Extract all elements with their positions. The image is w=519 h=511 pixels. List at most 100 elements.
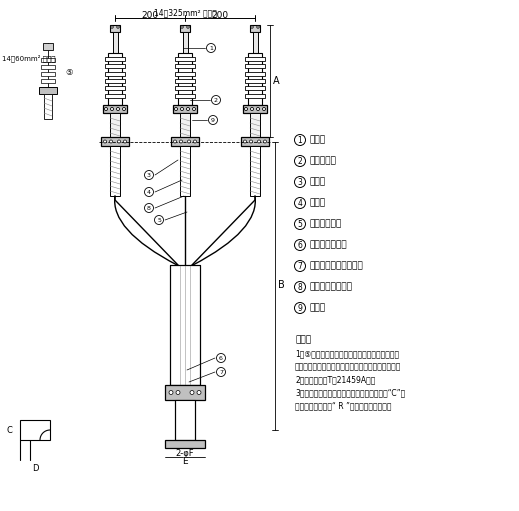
Text: 7: 7 — [297, 262, 303, 270]
Text: 3）端子の仕様は、型番末尾に圧縮形の場合“C”、: 3）端子の仕様は、型番末尾に圧縮形の場合“C”、 — [295, 388, 405, 398]
Bar — [103, 105, 127, 113]
Bar — [243, 105, 267, 113]
Bar — [250, 25, 260, 32]
Text: 14～60mm² 圧縮形: 14～60mm² 圧縮形 — [2, 54, 56, 62]
Circle shape — [190, 390, 194, 394]
Bar — [175, 57, 195, 61]
Text: 4: 4 — [147, 190, 151, 195]
Bar — [105, 72, 125, 76]
Text: 9: 9 — [297, 304, 303, 313]
Bar — [39, 87, 57, 94]
Bar — [41, 58, 55, 62]
Circle shape — [176, 390, 180, 394]
Text: ゴムスペーサー: ゴムスペーサー — [309, 241, 347, 249]
Circle shape — [257, 140, 261, 143]
Bar — [113, 32, 117, 53]
Circle shape — [174, 107, 177, 110]
Bar — [41, 72, 55, 76]
Text: 保護層: 保護層 — [309, 198, 325, 207]
Text: C: C — [6, 426, 12, 434]
Circle shape — [187, 26, 189, 28]
Text: 2: 2 — [297, 156, 303, 166]
Text: 14～325mm² 圧縮形: 14～325mm² 圧縮形 — [154, 8, 216, 17]
Text: 1）⑤保護層は、粘着性ポリエチレン絶縁テープ: 1）⑤保護層は、粘着性ポリエチレン絶縁テープ — [295, 350, 399, 359]
Text: B: B — [278, 280, 285, 290]
Text: 備考：: 備考： — [295, 336, 311, 344]
Bar — [180, 25, 190, 32]
Text: 8: 8 — [297, 283, 303, 291]
Bar — [110, 113, 120, 150]
Circle shape — [256, 107, 260, 110]
Bar — [180, 146, 190, 196]
Text: ゴムとう管: ゴムとう管 — [309, 156, 336, 166]
Text: 5: 5 — [297, 220, 303, 228]
Bar — [105, 57, 125, 61]
Circle shape — [110, 140, 113, 143]
Bar — [250, 113, 260, 150]
Text: 6: 6 — [219, 356, 223, 360]
Circle shape — [194, 140, 197, 143]
Bar — [105, 64, 125, 68]
Bar — [248, 53, 262, 105]
Text: 2: 2 — [214, 98, 218, 103]
Text: 9: 9 — [211, 118, 215, 123]
Text: ⑤: ⑤ — [65, 67, 73, 77]
Circle shape — [251, 107, 253, 110]
Circle shape — [169, 390, 173, 394]
Circle shape — [111, 107, 114, 110]
Circle shape — [257, 26, 259, 28]
Circle shape — [181, 107, 184, 110]
Bar — [108, 53, 122, 105]
Bar — [245, 86, 265, 90]
Bar — [171, 137, 199, 146]
Text: D: D — [32, 463, 38, 473]
Text: 2-φF: 2-φF — [176, 449, 194, 457]
Text: 4: 4 — [297, 198, 303, 207]
Circle shape — [117, 140, 120, 143]
Bar — [250, 146, 260, 196]
Bar — [175, 72, 195, 76]
Bar — [173, 105, 197, 113]
Circle shape — [264, 140, 266, 143]
Text: 端　子: 端 子 — [309, 135, 325, 145]
Circle shape — [111, 26, 113, 28]
Text: A: A — [273, 76, 280, 86]
Bar — [178, 53, 192, 105]
Bar — [175, 400, 195, 440]
Bar — [170, 265, 200, 385]
Bar — [245, 64, 265, 68]
Text: 6: 6 — [297, 241, 303, 249]
Bar — [245, 79, 265, 83]
Circle shape — [197, 390, 201, 394]
Bar — [241, 137, 269, 146]
Text: 5: 5 — [157, 218, 161, 222]
Bar — [165, 385, 205, 400]
Bar — [41, 79, 55, 83]
Circle shape — [263, 107, 266, 110]
Circle shape — [181, 26, 183, 28]
Text: 相色別テープ: 相色別テープ — [309, 220, 342, 228]
Text: 3: 3 — [297, 177, 303, 187]
Text: 2）内部構造はT－21459A参照: 2）内部構造はT－21459A参照 — [295, 376, 375, 384]
Circle shape — [124, 140, 127, 143]
Bar — [165, 440, 205, 448]
Bar — [183, 32, 187, 53]
Circle shape — [244, 107, 248, 110]
Text: 銅　板: 銅 板 — [309, 304, 325, 313]
Bar — [253, 32, 257, 53]
Text: 圧着形の場合“ R ”を付記し指定する。: 圧着形の場合“ R ”を付記し指定する。 — [295, 402, 391, 410]
Circle shape — [243, 140, 247, 143]
Circle shape — [250, 140, 253, 143]
Bar — [245, 72, 265, 76]
Bar — [43, 43, 53, 50]
Text: サドル: サドル — [309, 177, 325, 187]
Circle shape — [104, 107, 107, 110]
Circle shape — [103, 140, 106, 143]
Text: 200: 200 — [211, 11, 228, 19]
Circle shape — [116, 107, 119, 110]
Bar — [175, 94, 195, 98]
Circle shape — [186, 107, 189, 110]
Bar — [105, 86, 125, 90]
Bar — [180, 113, 190, 150]
Bar — [105, 94, 125, 98]
